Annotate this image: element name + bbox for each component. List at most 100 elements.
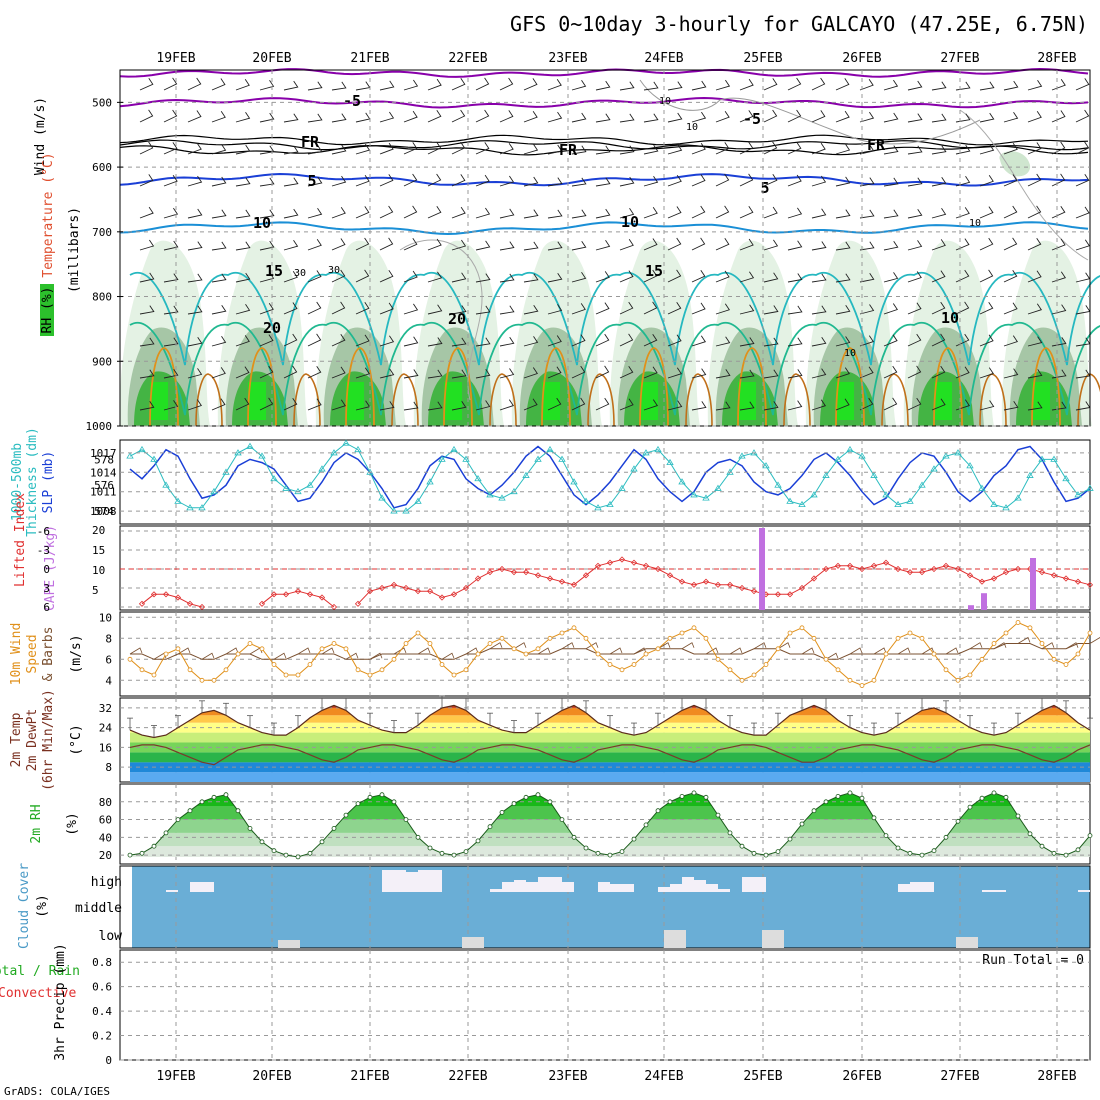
lifted-index-marker [942, 562, 950, 569]
isotherm-25-loop [345, 347, 375, 427]
wind-barb [763, 109, 778, 123]
wind10m-barb [897, 647, 911, 655]
wind-barb [667, 206, 682, 219]
thickness-line-marker [786, 497, 794, 504]
wind-barb [163, 142, 178, 155]
precip-label-2: Convective [0, 986, 76, 1001]
wind-barb [379, 174, 394, 187]
wind-barb [739, 337, 755, 347]
wind10m-speed-line-marker [1075, 651, 1081, 657]
isotherm-25-loop [933, 347, 963, 427]
lifted-index-marker [846, 562, 854, 569]
wind-barb [1027, 79, 1043, 91]
wind10m-speed-line-marker [1003, 630, 1009, 636]
wind-barb [163, 207, 179, 219]
date-label-top: 21FEB [350, 51, 389, 66]
wind-barb [763, 272, 779, 283]
wind-barb [883, 334, 898, 347]
wind-barb [523, 336, 539, 347]
wind-barb [187, 175, 203, 187]
wind-barb [691, 205, 706, 219]
rh-legend-swatch [40, 284, 54, 336]
lifted-index-marker [510, 569, 518, 576]
wind-barb [907, 113, 923, 123]
wind10m-speed-line-marker [847, 677, 853, 683]
wind-barb [331, 113, 347, 123]
wind-barb [667, 301, 682, 315]
wind10m-barb [1065, 642, 1079, 650]
thickness-tick-label: 574 [94, 505, 114, 518]
wind-barb [1075, 206, 1090, 219]
thickness-line-marker [522, 471, 530, 478]
wind-barb [259, 209, 275, 219]
wind-barb [1075, 78, 1090, 91]
wind10m-speed-line-marker [271, 662, 277, 667]
lifted-index-marker [150, 591, 158, 598]
wind-barb [691, 237, 706, 251]
wind10m-barb [921, 647, 935, 655]
wind-barb [1051, 238, 1066, 251]
wind-barb [355, 174, 370, 187]
wind-barb [355, 237, 370, 251]
thickness-line-marker [438, 455, 446, 462]
cloud-high-bar [658, 887, 670, 892]
wind10m-speed-line-marker [163, 651, 169, 657]
wind-barb [547, 304, 563, 315]
wind-barb [739, 78, 754, 91]
wind10m-label-1: 10m Wind [9, 623, 24, 686]
rh2m-line-marker [535, 792, 541, 798]
wind10m-speed-line-marker [919, 635, 925, 641]
wind-barb [691, 142, 706, 155]
rh2m-line-marker [763, 852, 769, 858]
cape-bar [759, 528, 765, 610]
wind10m-speed-line-marker [667, 635, 673, 641]
wind10m-barb [297, 647, 311, 655]
wind-barb [979, 301, 994, 315]
wind-barb [643, 238, 658, 251]
rh2m-line-marker [715, 812, 721, 818]
precip-tick-label: 0.6 [92, 981, 112, 994]
rh2m-line-marker [127, 852, 133, 858]
wind-barb [331, 333, 346, 347]
rh2m-tick-label: 80 [99, 796, 112, 809]
cloud-high-bar [694, 880, 706, 892]
lifted-index-marker [966, 572, 974, 579]
wind10m-speed-line-marker [319, 646, 325, 652]
lifted-index-marker [678, 578, 686, 585]
wind-barb [547, 144, 563, 155]
wind-barb [499, 77, 514, 91]
wind-barb [259, 240, 275, 251]
wind10m-panel [119, 611, 1091, 697]
rh2m-line-marker [955, 818, 961, 824]
wind-barb [499, 175, 515, 187]
wind-barb [883, 209, 899, 219]
wind-barb [787, 305, 803, 315]
date-label-top: 26FEB [842, 51, 881, 66]
wind-barb [619, 398, 634, 411]
wind-barb [451, 337, 467, 347]
wind-barb [451, 401, 467, 411]
rh-fill-high [999, 151, 1031, 177]
wind-barb [283, 239, 299, 251]
wind-barb [835, 398, 850, 411]
wind-barb [931, 333, 946, 347]
wind-barb [139, 239, 155, 251]
wind-barb [403, 79, 419, 91]
wind10m-barb [201, 652, 215, 660]
wind-barb [187, 273, 203, 283]
isotherm-25-loop [247, 347, 277, 427]
wind-barb [691, 401, 707, 411]
wind10m-barb [441, 652, 455, 660]
wind-barb [979, 237, 994, 251]
wind-barb [1027, 401, 1043, 411]
li-tick-label: -3 [37, 544, 50, 557]
rh2m-line-marker [259, 839, 265, 845]
wind-barb [1027, 205, 1042, 219]
wind10m-barb [273, 652, 287, 660]
windspeed-contour [639, 79, 981, 145]
wind-barb [331, 399, 347, 411]
wind-barb [283, 365, 298, 379]
wind-barb [1003, 174, 1018, 187]
wind10m-barb [633, 647, 647, 655]
wind-barb [355, 206, 370, 219]
